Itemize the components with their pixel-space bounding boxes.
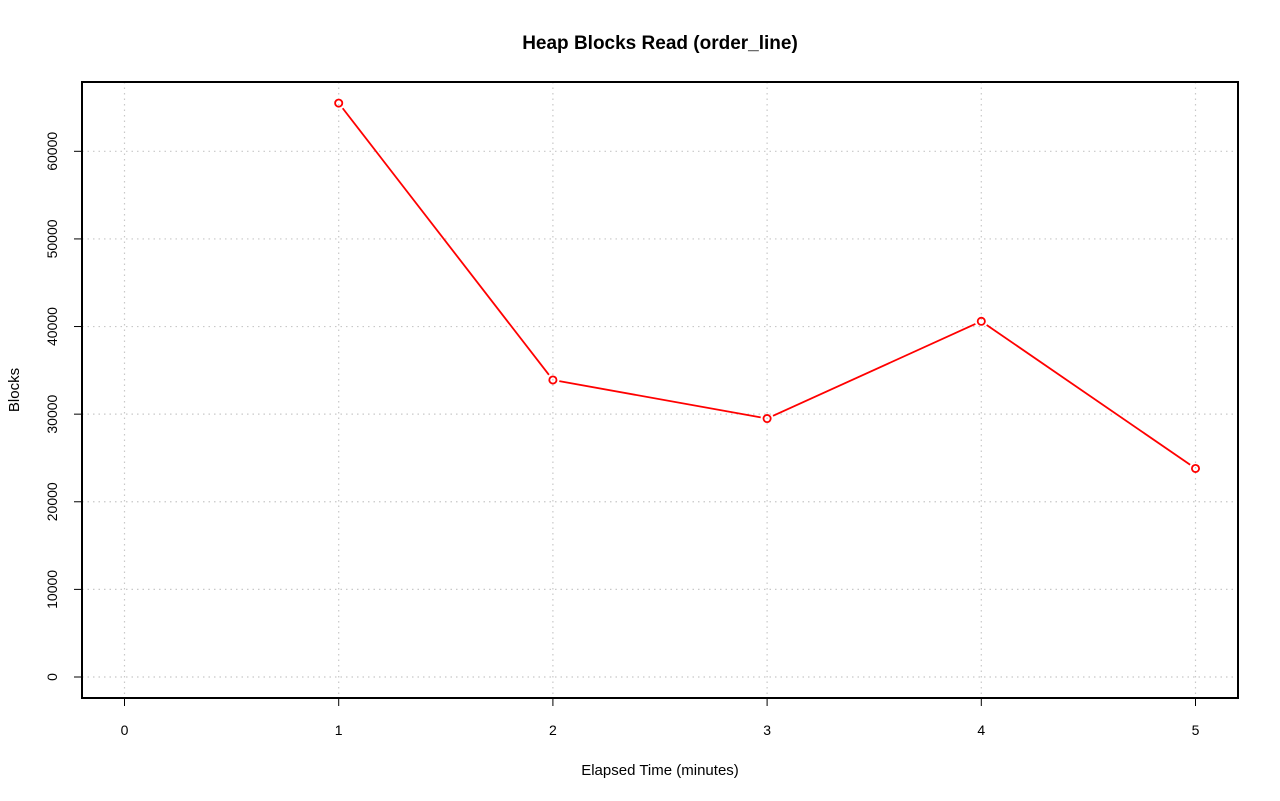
series-line-segment (341, 107, 550, 376)
y-tick-label: 0 (44, 673, 60, 681)
series-line-segment (559, 380, 761, 419)
data-point (762, 414, 772, 424)
x-tick-label: 1 (335, 722, 343, 738)
x-tick-label: 4 (977, 722, 985, 738)
y-tick-label: 50000 (44, 219, 60, 258)
data-point (976, 316, 986, 326)
y-tick-label: 60000 (44, 132, 60, 171)
y-axis-title: Blocks (6, 368, 23, 412)
x-tick-label: 3 (763, 722, 771, 738)
y-tick-label: 30000 (44, 394, 60, 433)
x-axis-title: Elapsed Time (minutes) (581, 762, 739, 779)
data-point (334, 98, 344, 108)
series-layer (334, 98, 1201, 473)
x-tick-label: 0 (121, 722, 129, 738)
y-tick-label: 10000 (44, 570, 60, 609)
x-tick-label: 5 (1192, 722, 1200, 738)
series-line-segment (772, 323, 976, 417)
y-axis: 0 10000 20000 30000 40000 50000 60000 (44, 132, 82, 681)
x-axis: 0 1 2 3 4 5 (121, 698, 1200, 738)
chart-title: Heap Blocks Read (order_line) (522, 33, 798, 54)
data-point (548, 375, 558, 385)
series-line-segment (986, 324, 1191, 466)
y-tick-label: 40000 (44, 307, 60, 346)
data-point (1191, 463, 1201, 473)
grid (82, 82, 1238, 698)
y-tick-label: 20000 (44, 482, 60, 521)
x-tick-label: 2 (549, 722, 557, 738)
plot-frame (81, 81, 1239, 699)
